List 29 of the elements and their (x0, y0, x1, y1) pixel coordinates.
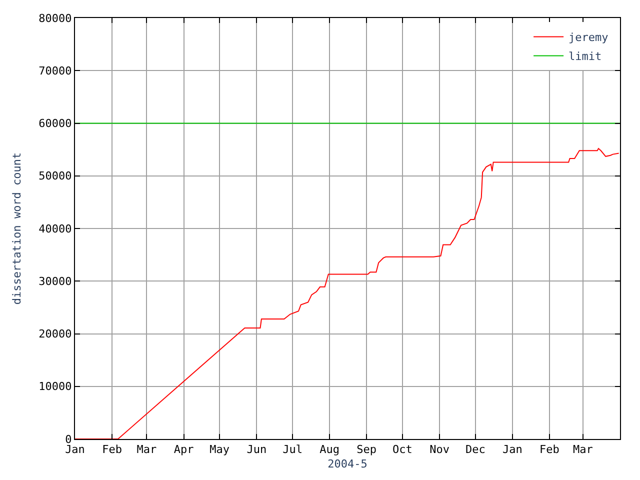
y-tick-label: 70000 (38, 64, 72, 78)
y-tick-label: 20000 (38, 328, 72, 341)
x-axis-title: 2004-5 (328, 457, 368, 470)
x-tick-label: Feb (540, 443, 560, 456)
y-tick-label: 60000 (38, 117, 72, 130)
x-tick-label: Oct (392, 443, 412, 456)
line-series (75, 148, 620, 439)
x-tick-label: Jan (502, 443, 522, 456)
x-tick-label: Jan (65, 443, 85, 456)
x-tick-label: Nov (430, 443, 450, 456)
y-axis-title: dissertation word count (10, 152, 24, 305)
x-tick-label: Jun (246, 443, 267, 456)
y-tick-label: 10000 (38, 380, 72, 394)
x-tick-label: Mar (136, 443, 158, 456)
legend-label: jeremy (568, 31, 609, 44)
y-tick-label: 50000 (38, 170, 72, 183)
x-tick-label: Jul (282, 443, 302, 456)
x-tick-label: Feb (102, 443, 122, 456)
y-tick-label: 30000 (38, 274, 72, 288)
y-tick-label: 0 (65, 432, 72, 446)
x-tick-label: Aug (320, 443, 340, 456)
x-tick-label: May (210, 443, 230, 456)
legend-label: limit (568, 50, 602, 63)
y-tick-label: 40000 (38, 222, 72, 236)
x-tick-label: Mar (573, 443, 594, 456)
x-tick-label: Apr (174, 443, 194, 456)
y-tick-label: 80000 (38, 12, 72, 25)
x-tick-label: Dec (465, 443, 486, 456)
x-tick-label: Sep (356, 443, 377, 456)
